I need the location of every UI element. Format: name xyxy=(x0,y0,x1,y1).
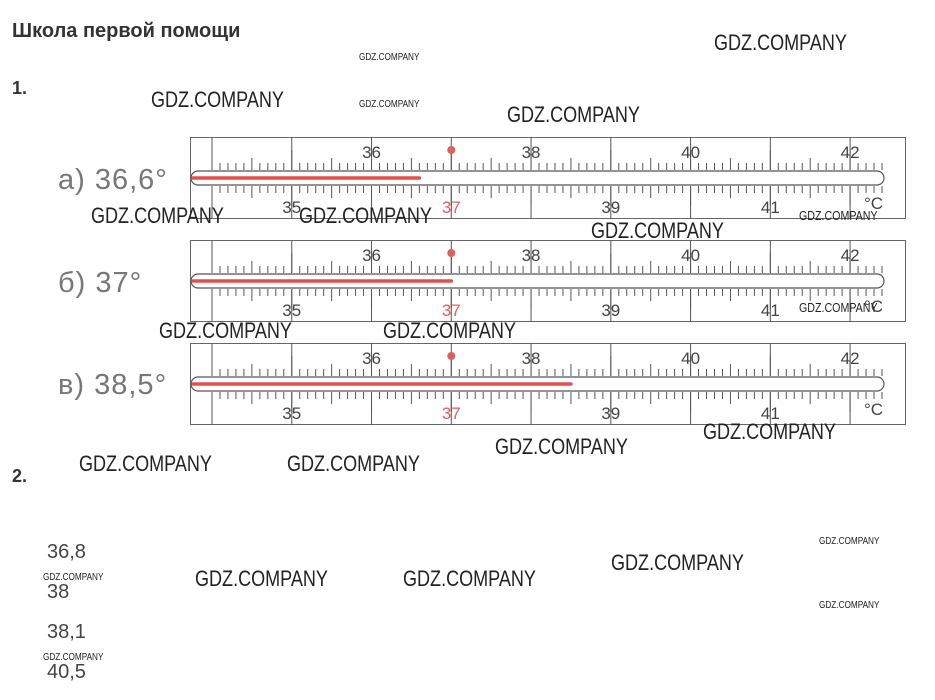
watermark: GDZ.COMPANY xyxy=(359,52,420,63)
scale-label-lower: 41 xyxy=(761,301,780,320)
scale-label-lower: 37 xyxy=(442,301,461,320)
thermometer-c-svg: 36 38 40 42 35 37 39 41 °C xyxy=(190,343,906,425)
normal-mark-dot xyxy=(447,352,456,360)
thermometer-b: 36 38 40 42 35 37 39 41 °C xyxy=(190,240,906,322)
scale-label-lower: 39 xyxy=(601,198,620,217)
watermark: GDZ.COMPANY xyxy=(299,203,432,228)
scale-label-upper: 38 xyxy=(522,143,541,162)
normal-mark-dot xyxy=(447,146,456,154)
answer-item: 38 xyxy=(47,581,70,603)
answer-item: 36,8 xyxy=(47,541,86,563)
scale-label-upper: 36 xyxy=(362,349,381,368)
watermark: GDZ.COMPANY xyxy=(79,451,212,476)
scale-label-upper: 38 xyxy=(522,246,541,265)
watermark: GDZ.COMPANY xyxy=(819,600,880,611)
scale-label-upper: 38 xyxy=(522,349,541,368)
thermometer-b-label: б) 37° xyxy=(58,267,143,299)
watermark: GDZ.COMPANY xyxy=(287,451,420,476)
normal-mark-dot xyxy=(447,249,456,257)
scale-label-lower: 41 xyxy=(761,404,780,423)
scale-label-upper: 42 xyxy=(841,349,860,368)
scale-label-lower: 39 xyxy=(601,404,620,423)
watermark: GDZ.COMPANY xyxy=(714,30,847,55)
task-2-number: 2. xyxy=(12,466,28,486)
watermark: GDZ.COMPANY xyxy=(159,318,292,343)
answer-item: 38,1 xyxy=(47,621,86,643)
scale-label-lower: 35 xyxy=(282,301,301,320)
watermark: GDZ.COMPANY xyxy=(195,566,328,591)
scale-label-lower: 39 xyxy=(601,301,620,320)
watermark: GDZ.COMPANY xyxy=(43,572,104,583)
scale-label-lower: 37 xyxy=(442,198,461,217)
thermometer-c: 36 38 40 42 35 37 39 41 °C xyxy=(190,343,906,425)
degree-unit: °C xyxy=(864,400,883,419)
degree-unit: °C xyxy=(864,194,883,213)
scale-label-lower: 35 xyxy=(282,198,301,217)
scale-label-upper: 40 xyxy=(681,349,700,368)
thermometer-c-label: в) 38,5° xyxy=(58,369,168,401)
watermark: GDZ.COMPANY xyxy=(507,102,640,127)
watermark: GDZ.COMPANY xyxy=(591,218,724,243)
scale-label-upper: 42 xyxy=(841,246,860,265)
answer-list: 36,8 38 38,1 40,5 xyxy=(47,540,86,700)
watermark: GDZ.COMPANY xyxy=(383,318,516,343)
watermark: GDZ.COMPANY xyxy=(819,536,880,547)
scale-label-upper: 42 xyxy=(841,143,860,162)
watermark: GDZ.COMPANY xyxy=(403,566,536,591)
answer-item: 40,5 xyxy=(47,661,86,683)
watermark: GDZ.COMPANY xyxy=(91,203,224,228)
scale-label-upper: 40 xyxy=(681,143,700,162)
task-1-number: 1. xyxy=(12,78,28,98)
thermometer-tube xyxy=(190,170,885,186)
page-title: Школа первой помощи xyxy=(12,20,241,42)
watermark: GDZ.COMPANY xyxy=(799,208,878,223)
degree-unit: °C xyxy=(864,297,883,316)
thermometer-a-svg: 36 38 40 42 35 37 39 41 °C xyxy=(190,137,906,219)
watermark: GDZ.COMPANY xyxy=(151,87,284,112)
thermometer-a-label: а) 36,6° xyxy=(58,164,168,196)
watermark: GDZ.COMPANY xyxy=(43,652,104,663)
scale-label-upper: 36 xyxy=(362,246,381,265)
scale-label-lower: 41 xyxy=(761,198,780,217)
thermometer-a: 36 38 40 42 35 37 39 41 °C xyxy=(190,137,906,219)
watermark: GDZ.COMPANY xyxy=(703,419,836,444)
watermark: GDZ.COMPANY xyxy=(611,550,744,575)
watermark: GDZ.COMPANY xyxy=(495,434,628,459)
scale-label-upper: 40 xyxy=(681,246,700,265)
thermometer-b-svg: 36 38 40 42 35 37 39 41 °C xyxy=(190,240,906,322)
watermark: GDZ.COMPANY xyxy=(799,300,878,315)
watermark: GDZ.COMPANY xyxy=(359,99,420,110)
scale-label-lower: 35 xyxy=(282,404,301,423)
scale-label-upper: 36 xyxy=(362,143,381,162)
thermometer-tube xyxy=(190,273,885,289)
scale-label-lower: 37 xyxy=(442,404,461,423)
